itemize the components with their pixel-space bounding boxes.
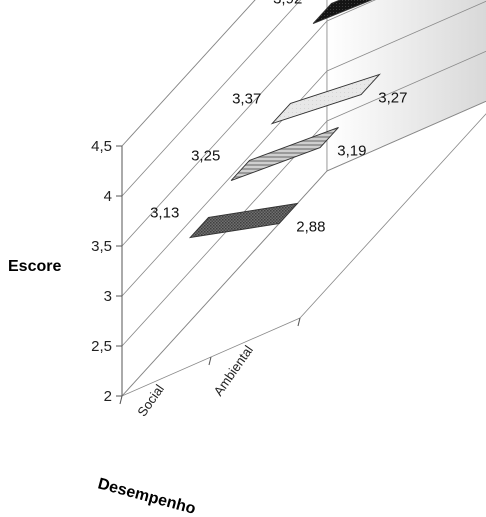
- gridline: [121, 100, 486, 397]
- y-tick-label: 4: [104, 188, 112, 205]
- data-label: 3,13: [150, 205, 179, 222]
- x-tick-mark: [119, 395, 123, 405]
- x-tick-mark: [208, 356, 212, 366]
- y-tick-labels: 2 2,5 3 3,5 4 4,5: [91, 138, 112, 405]
- series-ribbon: [270, 73, 381, 125]
- gridline: [121, 0, 486, 297]
- data-label: 3,92: [273, 0, 302, 8]
- data-label: 3,27: [378, 90, 407, 107]
- y-tick-label: 3: [104, 288, 112, 305]
- x-tick-mark: [297, 317, 301, 327]
- series-ribbon: [312, 0, 373, 25]
- gridlines: [121, 0, 486, 397]
- series-ribbon: [188, 202, 299, 239]
- data-labels: 3,923,893,373,273,253,193,132,88: [150, 0, 407, 236]
- gridline: [121, 50, 486, 347]
- x-axis-title: Desempenho: [96, 475, 198, 517]
- axes: [116, 145, 301, 405]
- chart-walls: [121, 0, 486, 398]
- series-ribbons: [188, 0, 381, 239]
- y-tick-label: 4,5: [91, 138, 112, 155]
- data-label: 2,88: [296, 219, 325, 236]
- y-tick-label: 3,5: [91, 238, 112, 255]
- data-label: 3,25: [191, 148, 220, 165]
- data-label: 3,19: [337, 143, 366, 160]
- y-axis-title: Escore: [8, 258, 61, 275]
- gridline: [121, 0, 302, 197]
- y-tick-label: 2: [104, 388, 112, 405]
- data-label: 3,37: [232, 91, 261, 108]
- gridline: [121, 0, 256, 147]
- gridline: [121, 0, 376, 247]
- series-ribbon: [230, 126, 339, 182]
- y-tick-label: 2,5: [91, 338, 112, 355]
